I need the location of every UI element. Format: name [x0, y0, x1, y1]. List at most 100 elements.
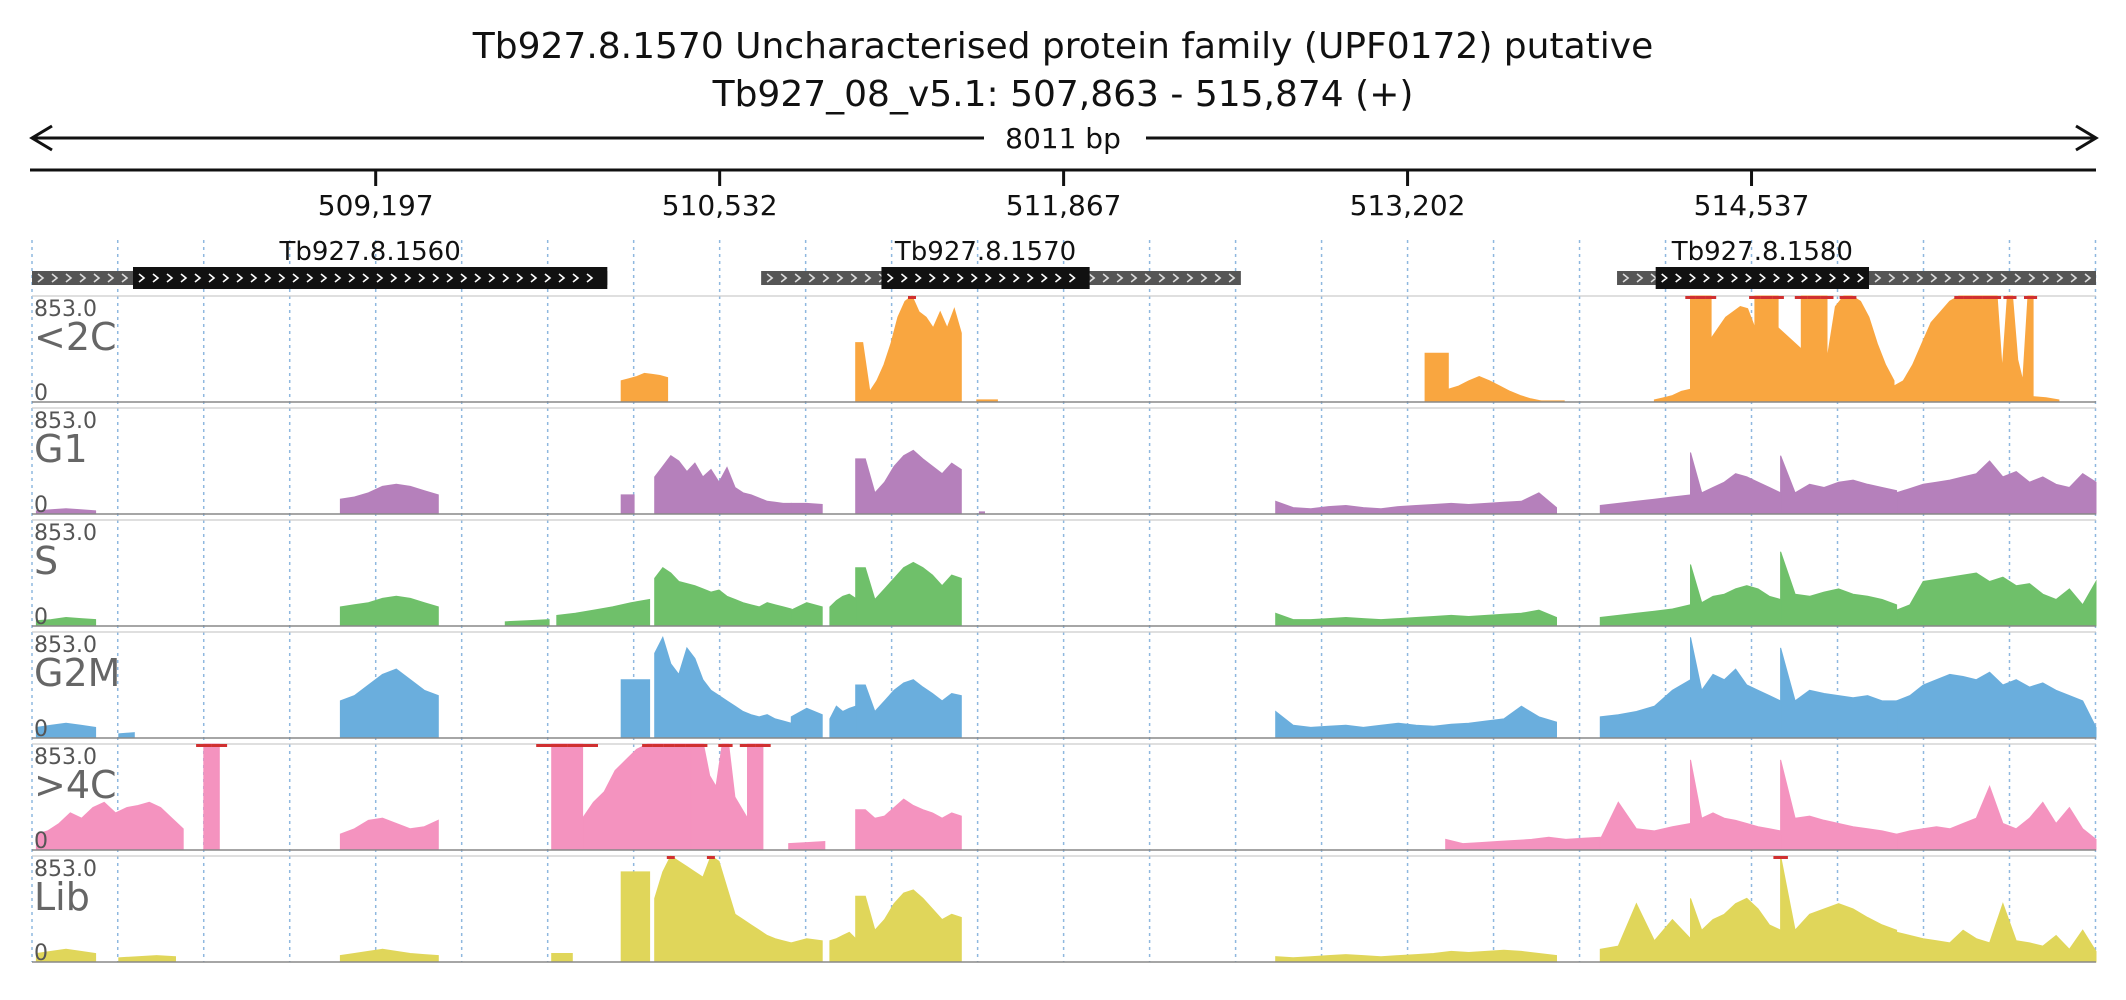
coverage-track: 853.0G1 0 [32, 407, 2097, 518]
coverage-track: 853.0S 0 [32, 519, 2097, 630]
coverage-area [829, 931, 857, 963]
coverage-area [1690, 564, 1782, 627]
axis-tick-label: 513,202 [1350, 189, 1466, 222]
coverage-area [35, 722, 97, 739]
clipped-peak-marker [1982, 296, 1991, 299]
coverage-area [1275, 609, 1557, 627]
coverage-area [855, 798, 962, 851]
clipped-peak-marker [567, 744, 598, 747]
clipped-peak-marker [642, 744, 653, 747]
coordinate-axis: 509,197 510,532 511,867 513,202 514,537 [30, 168, 2096, 222]
clipped-peak-marker [1772, 296, 1784, 299]
coverage-area [1780, 855, 1898, 963]
coverage-area [1445, 836, 1601, 851]
coverage-area [1896, 572, 2097, 627]
clipped-peak-marker [686, 744, 695, 747]
gene-model[interactable]: Tb927.8.1570 [761, 237, 1241, 289]
clipped-peak-marker [2003, 296, 2012, 299]
coverage-area [1690, 759, 1782, 851]
track-series-label: G1 [34, 427, 88, 471]
clipped-peak-marker [724, 744, 733, 747]
coverage-area [1690, 637, 1782, 739]
coverage-track: 853.0>4C 0 [32, 743, 2097, 854]
coverage-area [1599, 604, 1691, 627]
span-arrow-left-head [29, 124, 53, 152]
coverage-area [1710, 306, 1756, 403]
track-ymax-label: 853.0 [34, 521, 97, 546]
coverage-area [1690, 295, 1712, 403]
clipped-peak-marker [1839, 296, 1848, 299]
clipped-peak-marker [674, 744, 686, 747]
clipped-peak-marker [663, 744, 675, 747]
clipped-peak-marker [666, 856, 675, 859]
axis-tick-label: 511,867 [1006, 189, 1122, 222]
coverage-area [1653, 388, 1691, 403]
coverage-area [790, 602, 823, 627]
axis-tick-label: 509,197 [318, 189, 434, 222]
track-ymin-label: 0 [34, 829, 48, 854]
coverage-area [1275, 949, 1557, 963]
coverage-tracks: 853.0<2C0853.0G10853.0S0853.0G2M0853.0>4… [32, 295, 2097, 966]
track-ymax-label: 853.0 [34, 297, 97, 322]
coverage-area [855, 889, 962, 963]
gene-track: Tb927.8.1560 Tb927.8.1570 Tb927.8.1580 [32, 237, 2096, 289]
coverage-area [1780, 647, 1898, 739]
coverage-area [620, 494, 635, 515]
clipped-peak-marker [2024, 296, 2032, 299]
coverage-area [1826, 295, 1895, 403]
coverage-area [620, 372, 669, 403]
track-series-label: G2M [34, 651, 120, 695]
coverage-area [1447, 376, 1542, 403]
coverage-area [35, 948, 97, 963]
track-ymax-label: 853.0 [34, 745, 97, 770]
track-ymax-label: 853.0 [34, 857, 97, 882]
coverage-area [1275, 705, 1557, 739]
coverage-area [1754, 295, 1779, 403]
coverage-area [1599, 494, 1691, 515]
coverage-area [654, 855, 792, 963]
clipped-peak-marker [1848, 296, 1857, 299]
coverage-area [1893, 295, 1988, 403]
track-ymax-label: 853.0 [34, 633, 97, 658]
clipped-peak-marker [1749, 296, 1761, 299]
coverage-area [1424, 352, 1449, 403]
coverage-area [2032, 396, 2060, 403]
coverage-area [1780, 551, 1898, 627]
coverage-area [829, 593, 857, 627]
track-series-label: Lib [34, 875, 90, 919]
strand-chevrons [138, 273, 594, 283]
clipped-peak-marker [1685, 296, 1696, 299]
coverage-area [339, 817, 439, 851]
gene-model[interactable]: Tb927.8.1580 [1617, 237, 2096, 289]
coverage-area [829, 705, 857, 739]
coverage-area [620, 679, 651, 739]
coverage-area [1777, 326, 1802, 403]
clipped-peak-marker [536, 744, 568, 747]
clipped-peak-marker [1794, 296, 1808, 299]
coverage-area [118, 732, 135, 739]
clipped-peak-marker [755, 744, 771, 747]
track-series-label: <2C [34, 315, 117, 359]
coverage-area [203, 743, 220, 851]
coverage-area [582, 743, 692, 851]
coverage-area [35, 616, 97, 627]
gene-label: Tb927.8.1580 [1671, 237, 1853, 267]
clipped-peak-marker [2029, 296, 2038, 299]
gene-model[interactable]: Tb927.8.1560 [32, 237, 608, 289]
coverage-area [654, 455, 792, 515]
clipped-peak-marker [2008, 296, 2017, 299]
coverage-area [790, 502, 823, 515]
coverage-area [855, 679, 962, 739]
coverage-track: 853.0<2C 0 [32, 295, 2096, 406]
clipped-peak-marker [196, 744, 212, 747]
coverage-area [1986, 295, 2034, 403]
coverage-area [620, 871, 651, 963]
track-ymin-label: 0 [34, 941, 48, 966]
clipped-peak-marker [718, 744, 727, 747]
coverage-area [1599, 902, 1691, 963]
clipped-peak-marker [693, 744, 702, 747]
clipped-peak-marker [1972, 296, 1983, 299]
gene-cds [881, 267, 1090, 289]
track-series-label: S [34, 539, 58, 583]
